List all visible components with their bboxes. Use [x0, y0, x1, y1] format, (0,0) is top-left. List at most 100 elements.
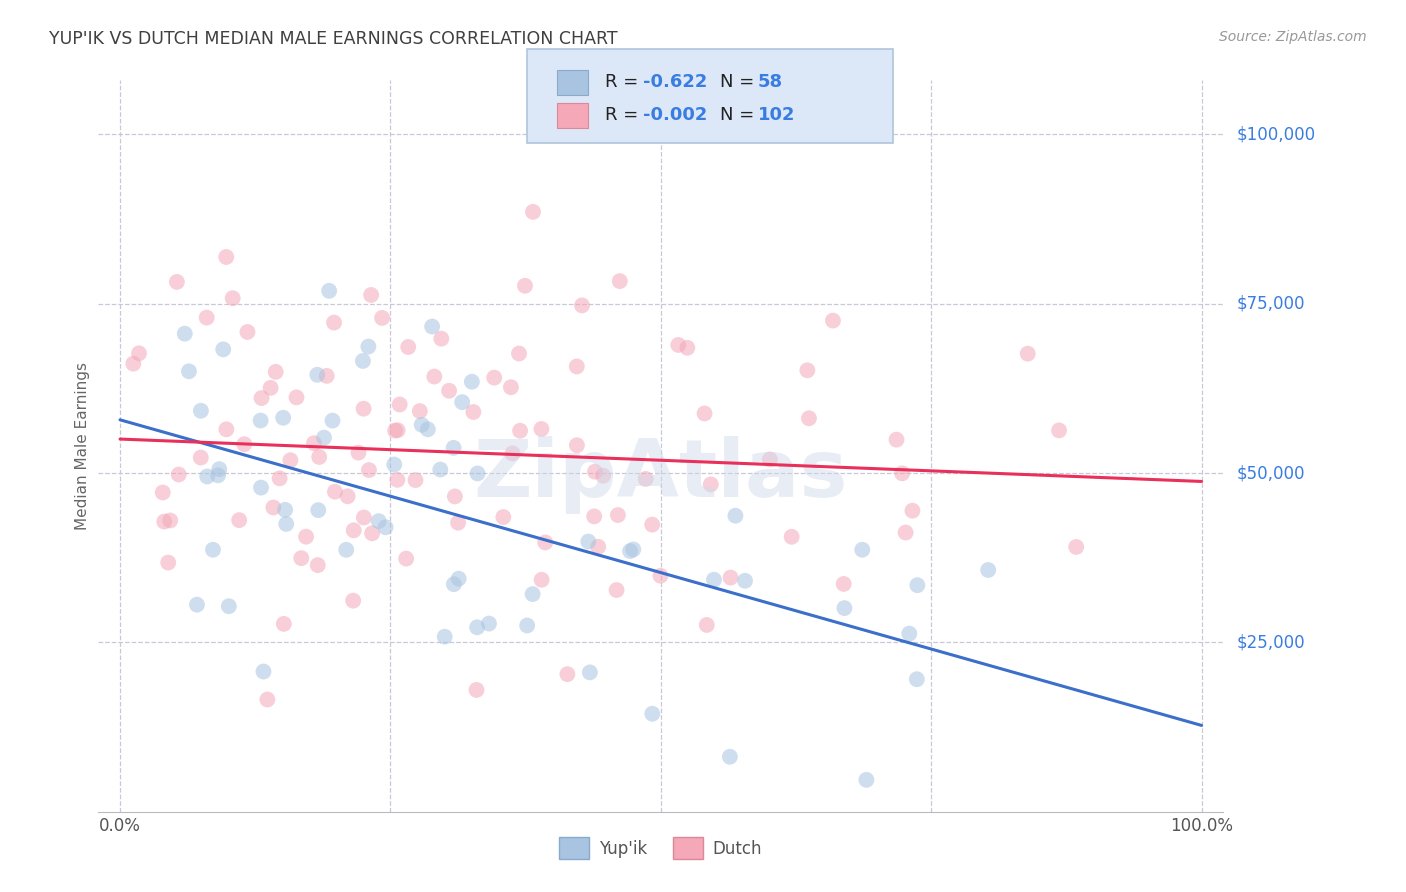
Point: [208, 462, 231, 476]
Text: $50,000: $50,000: [1237, 464, 1306, 482]
Point: [302, 436, 325, 450]
Point: [530, 573, 553, 587]
Point: [447, 572, 470, 586]
Point: [387, 423, 409, 437]
Point: [323, 316, 346, 330]
Point: [718, 749, 741, 764]
Point: [236, 325, 259, 339]
Point: [901, 504, 924, 518]
Point: [336, 489, 359, 503]
Point: [177, 364, 200, 378]
Point: [233, 437, 256, 451]
Point: [357, 340, 380, 354]
Point: [513, 278, 536, 293]
Point: [634, 472, 657, 486]
Point: [186, 598, 208, 612]
Point: [347, 445, 370, 459]
Point: [409, 404, 432, 418]
Point: [734, 574, 756, 588]
Point: [433, 630, 456, 644]
Point: [797, 411, 820, 425]
Point: [361, 526, 384, 541]
Point: [307, 503, 329, 517]
Text: -0.622: -0.622: [643, 73, 707, 91]
Point: [388, 397, 411, 411]
Point: [416, 422, 439, 436]
Point: [484, 370, 506, 384]
Point: [565, 438, 588, 452]
Point: [128, 346, 150, 360]
Point: [499, 380, 522, 394]
Point: [977, 563, 1000, 577]
Point: [905, 578, 928, 592]
Point: [308, 450, 330, 464]
Point: [443, 577, 465, 591]
Point: [676, 341, 699, 355]
Text: R =: R =: [605, 73, 644, 91]
Point: [467, 467, 489, 481]
Point: [1047, 423, 1070, 437]
Point: [641, 706, 664, 721]
Point: [583, 465, 606, 479]
Text: 102: 102: [758, 106, 796, 124]
Text: YUP'IK VS DUTCH MEDIAN MALE EARNINGS CORRELATION CHART: YUP'IK VS DUTCH MEDIAN MALE EARNINGS COR…: [49, 30, 617, 48]
Point: [508, 346, 530, 360]
Point: [285, 390, 308, 404]
Point: [318, 284, 340, 298]
Point: [371, 310, 394, 325]
Point: [252, 665, 274, 679]
Point: [576, 534, 599, 549]
Point: [557, 667, 579, 681]
Text: ZipAtlas: ZipAtlas: [474, 436, 848, 515]
Point: [796, 363, 818, 377]
Point: [159, 513, 181, 527]
Point: [700, 477, 723, 491]
Point: [430, 332, 453, 346]
Point: [382, 458, 405, 472]
Legend: Yup'ik, Dutch: Yup'ik, Dutch: [553, 830, 769, 865]
Point: [724, 508, 747, 523]
Point: [122, 357, 145, 371]
Point: [396, 340, 419, 354]
Point: [387, 473, 409, 487]
Point: [592, 468, 614, 483]
Point: [478, 616, 501, 631]
Point: [384, 424, 406, 438]
Point: [195, 310, 218, 325]
Text: Source: ZipAtlas.com: Source: ZipAtlas.com: [1219, 30, 1367, 45]
Text: N =: N =: [720, 73, 759, 91]
Point: [315, 368, 337, 383]
Point: [259, 381, 281, 395]
Point: [173, 326, 195, 341]
Point: [262, 500, 284, 515]
Point: [307, 368, 329, 382]
Point: [894, 525, 917, 540]
Point: [461, 375, 484, 389]
Point: [619, 544, 641, 558]
Point: [522, 205, 544, 219]
Point: [152, 485, 174, 500]
Point: [606, 582, 628, 597]
Point: [821, 313, 844, 327]
Point: [195, 469, 218, 483]
Point: [609, 274, 631, 288]
Point: [1064, 540, 1087, 554]
Point: [1017, 346, 1039, 360]
Text: 58: 58: [758, 73, 783, 91]
Text: N =: N =: [720, 106, 759, 124]
Point: [249, 413, 271, 427]
Point: [269, 471, 291, 485]
Point: [492, 510, 515, 524]
Text: $100,000: $100,000: [1237, 126, 1316, 144]
Point: [586, 540, 609, 554]
Point: [693, 407, 716, 421]
Point: [295, 530, 318, 544]
Point: [207, 468, 229, 483]
Point: [650, 568, 672, 582]
Y-axis label: Median Male Earnings: Median Male Earnings: [75, 362, 90, 530]
Point: [352, 354, 374, 368]
Point: [465, 682, 488, 697]
Point: [451, 395, 474, 409]
Point: [759, 452, 782, 467]
Point: [437, 384, 460, 398]
